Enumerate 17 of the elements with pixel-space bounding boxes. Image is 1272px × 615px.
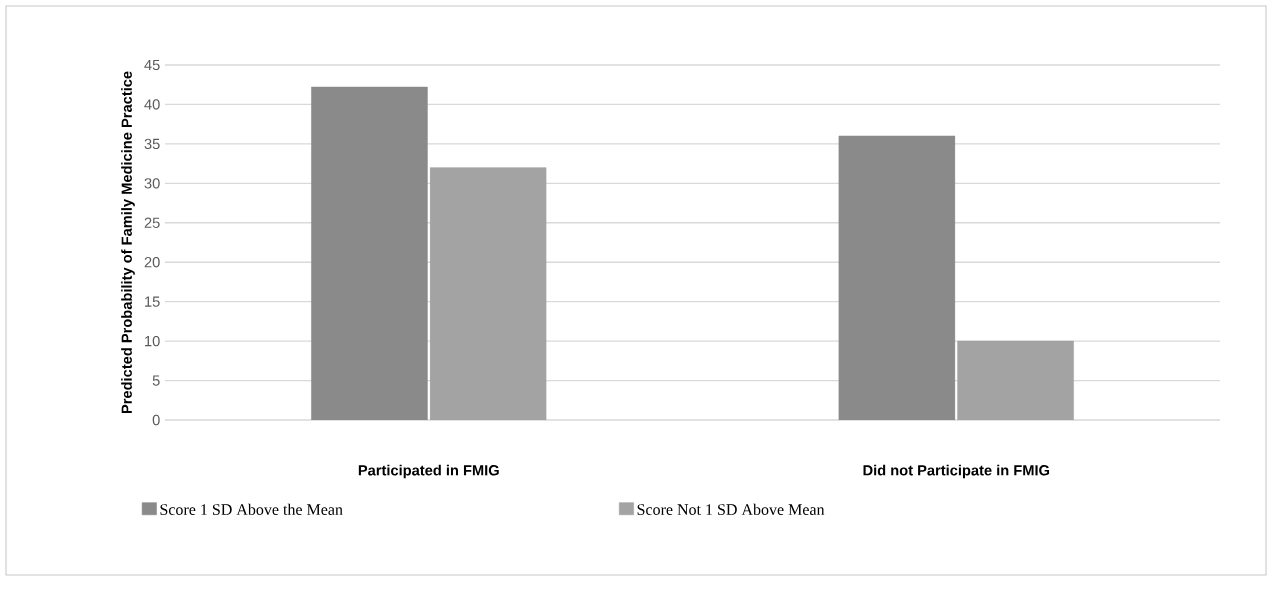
y-tick-label: 35	[144, 138, 160, 150]
y-tick-label: 10	[145, 335, 160, 347]
bar	[957, 340, 1074, 420]
legend-label: Score 1 SD Above the Mean	[160, 503, 343, 515]
y-tick-label: 15	[145, 296, 160, 307]
y-tick-label: 40	[144, 99, 160, 110]
x-tick-label: Participated in FMIG	[358, 464, 499, 479]
legend-label: Score Not 1 SD Above Mean	[637, 503, 825, 515]
y-tick-label: 45	[144, 59, 160, 71]
y-tick-label: 20	[144, 257, 160, 268]
x-tick-label: Did not Participate in FMIG	[863, 464, 1050, 479]
y-tick-label: 30	[144, 178, 160, 189]
y-tick-label: 5	[152, 375, 160, 386]
y-tick-label: 25	[144, 217, 160, 228]
y-tick-label: 0	[152, 414, 160, 426]
y-axis-title: Predicted Probability of Family Medicine Practice	[121, 71, 135, 414]
bar	[429, 167, 547, 420]
